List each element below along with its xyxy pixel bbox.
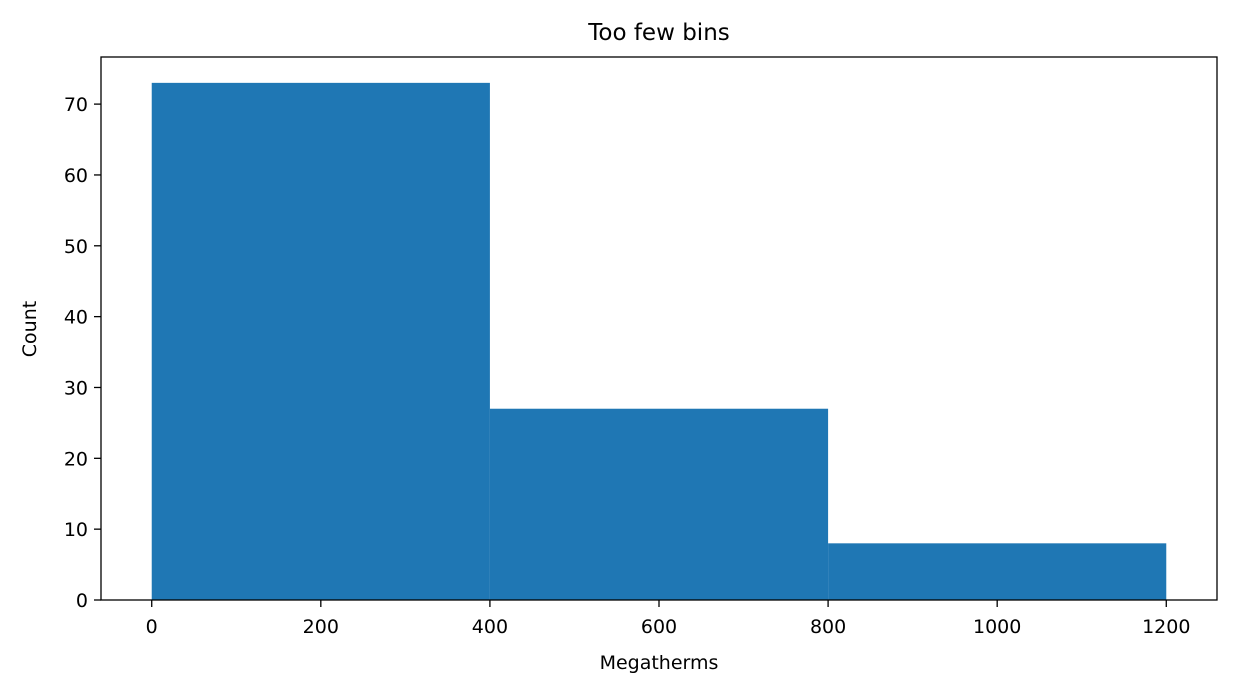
y-tick-label-5: 50 — [64, 236, 88, 258]
y-tick-label-4: 40 — [64, 307, 88, 329]
y-tick-label-1: 10 — [64, 519, 88, 541]
y-tick-label-0: 0 — [76, 590, 88, 612]
chart-title: Too few bins — [587, 20, 730, 46]
y-tick-label-3: 30 — [64, 377, 88, 399]
x-tick-label-3: 600 — [641, 616, 677, 638]
y-axis-label: Count — [19, 301, 41, 357]
y-axis-ticks: 0 10 20 30 40 50 60 70 — [64, 94, 101, 612]
histogram-bar-2 — [828, 543, 1167, 600]
x-tick-label-6: 1200 — [1142, 616, 1190, 638]
histogram-bar-0 — [151, 82, 490, 601]
x-tick-label-2: 400 — [472, 616, 508, 638]
plot-frame — [100, 56, 1218, 601]
bars-group — [151, 82, 1167, 601]
y-tick-label-7: 70 — [64, 94, 88, 116]
y-tick-label-6: 60 — [64, 165, 88, 187]
x-tick-label-5: 1000 — [973, 616, 1021, 638]
x-axis-ticks: 0 200 400 600 800 1000 1200 — [146, 600, 1190, 638]
x-tick-label-0: 0 — [146, 616, 158, 638]
x-axis-label: Megatherms — [600, 652, 719, 674]
y-tick-label-2: 20 — [64, 448, 88, 470]
x-tick-label-4: 800 — [810, 616, 846, 638]
x-tick-label-1: 200 — [303, 616, 339, 638]
histogram-bar-1 — [489, 408, 829, 600]
